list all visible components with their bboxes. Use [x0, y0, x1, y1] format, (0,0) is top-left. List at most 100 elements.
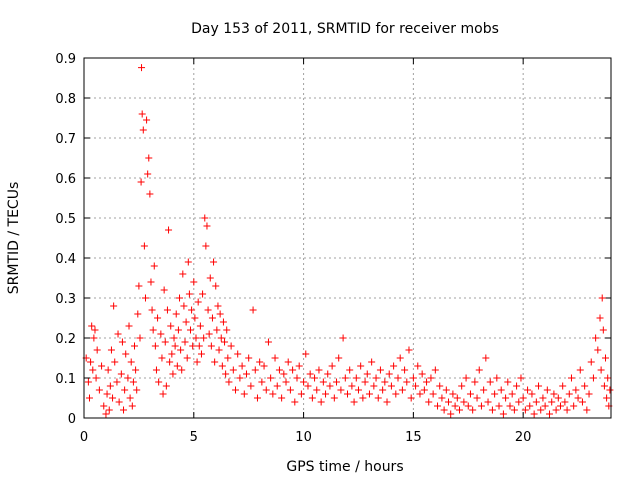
data-point: [493, 374, 501, 382]
data-point: [193, 358, 201, 366]
data-point: [151, 342, 159, 350]
data-point: [219, 318, 227, 326]
data-point: [127, 358, 135, 366]
data-point: [420, 386, 428, 394]
y-tick-label: 0.8: [55, 92, 76, 107]
plot-frame: [83, 57, 612, 419]
data-point: [180, 302, 188, 310]
data-point: [273, 382, 281, 390]
data-point: [169, 370, 177, 378]
data-point: [111, 358, 119, 366]
data-point: [278, 394, 286, 402]
data-point: [192, 334, 200, 342]
data-point: [197, 350, 205, 358]
data-point: [401, 366, 409, 374]
data-point: [365, 390, 373, 398]
data-point: [392, 390, 400, 398]
data-point: [87, 358, 95, 366]
data-point: [293, 374, 301, 382]
data-point: [155, 378, 163, 386]
data-point: [214, 302, 222, 310]
data-point: [247, 382, 255, 390]
data-point: [302, 350, 310, 358]
data-point: [442, 386, 450, 394]
data-point: [253, 394, 261, 402]
data-point: [578, 398, 586, 406]
data-point: [423, 378, 431, 386]
data-point: [521, 406, 529, 414]
data-point: [515, 398, 523, 406]
data-point: [173, 362, 181, 370]
data-point: [455, 406, 463, 414]
data-point: [445, 398, 453, 406]
data-point: [585, 390, 593, 398]
data-point: [587, 358, 595, 366]
data-point: [137, 178, 145, 186]
data-point: [110, 302, 118, 310]
data-point: [387, 382, 395, 390]
data-point: [88, 322, 96, 330]
data-point: [295, 362, 303, 370]
data-point: [300, 378, 308, 386]
data-point: [232, 386, 240, 394]
data-point: [131, 342, 139, 350]
data-point: [550, 390, 558, 398]
x-tick-label: 5: [190, 430, 198, 445]
data-point: [188, 306, 196, 314]
data-points: [82, 64, 614, 418]
data-point: [462, 374, 470, 382]
data-point: [171, 342, 179, 350]
data-point: [102, 410, 110, 418]
data-point: [141, 294, 149, 302]
data-point: [190, 278, 198, 286]
data-point: [409, 374, 417, 382]
data-point: [434, 402, 442, 410]
data-point: [383, 398, 391, 406]
data-point: [291, 398, 299, 406]
data-point: [517, 374, 525, 382]
data-point: [333, 378, 341, 386]
data-point: [344, 390, 351, 398]
data-point: [480, 386, 488, 394]
data-point: [189, 342, 197, 350]
data-point: [126, 394, 134, 402]
data-point: [330, 394, 338, 402]
data-point: [104, 366, 112, 374]
y-tick-label: 0.6: [55, 172, 76, 187]
data-point: [440, 406, 448, 414]
data-point: [157, 330, 165, 338]
data-point: [599, 326, 607, 334]
data-point: [229, 366, 237, 374]
data-point: [167, 322, 175, 330]
data-point: [341, 374, 349, 382]
data-point: [109, 394, 117, 402]
data-point: [528, 390, 536, 398]
data-point: [352, 374, 360, 382]
data-point: [315, 366, 323, 374]
y-tick-label: 0.4: [55, 252, 76, 267]
data-point: [200, 334, 208, 342]
data-point: [570, 402, 578, 410]
data-point: [583, 406, 591, 414]
data-point: [541, 402, 549, 410]
data-point: [222, 370, 230, 378]
data-point: [304, 382, 312, 390]
data-point: [548, 398, 556, 406]
data-point: [117, 370, 125, 378]
data-point: [120, 406, 128, 414]
data-point: [563, 406, 571, 414]
data-point: [596, 314, 604, 322]
data-point: [289, 366, 297, 374]
data-point: [118, 338, 126, 346]
data-point: [275, 366, 283, 374]
data-point: [471, 378, 479, 386]
data-point: [403, 378, 411, 386]
y-tick-labels: 0 0.1 0.2 0.3 0.4 0.5 0.6 0.7 0.8 0.9: [55, 52, 76, 427]
data-point: [460, 398, 468, 406]
data-point: [258, 378, 266, 386]
data-point: [212, 282, 220, 290]
data-point: [174, 326, 182, 334]
data-point: [223, 326, 231, 334]
data-point: [158, 354, 166, 362]
